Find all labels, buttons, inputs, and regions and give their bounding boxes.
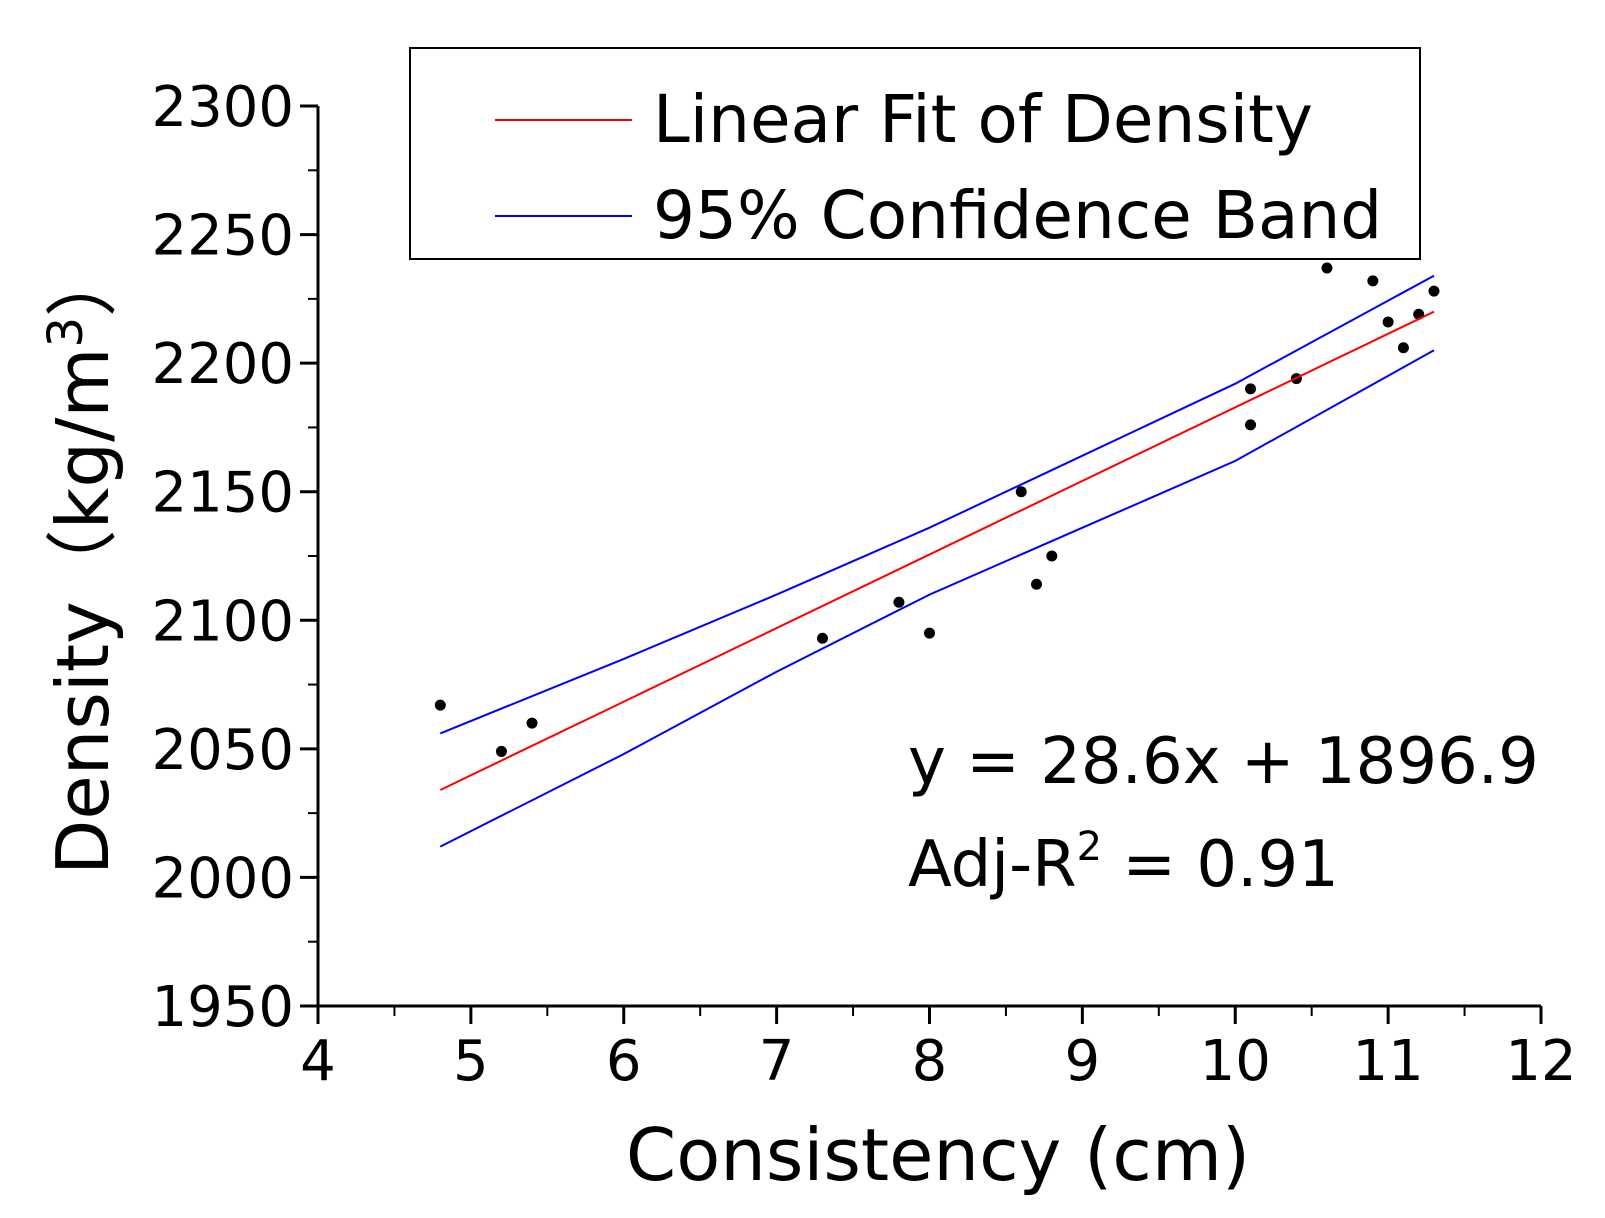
legend-label-confidence-band: 95% Confidence Band xyxy=(653,177,1382,254)
legend: Linear Fit of Density 95% Confidence Ban… xyxy=(409,47,1421,260)
y-tick-label: 2100 xyxy=(151,589,294,654)
data-point xyxy=(526,717,538,729)
data-point xyxy=(924,627,935,639)
y-tick-label: 2150 xyxy=(151,461,294,526)
y-axis-title-sup: 3 xyxy=(38,317,94,348)
data-point xyxy=(1015,486,1027,498)
y-tick-label: 2250 xyxy=(151,204,294,269)
x-tick-label: 11 xyxy=(1352,1029,1423,1094)
series-layer xyxy=(434,262,1440,848)
legend-box xyxy=(409,47,1421,260)
confidence-band-line xyxy=(439,274,1435,735)
data-point xyxy=(816,632,828,644)
x-axis-title: Consistency (cm) xyxy=(626,1113,1250,1197)
data-point xyxy=(1428,285,1440,297)
minor-ticks xyxy=(308,169,1466,1016)
r2-suffix: = 0.91 xyxy=(1102,828,1339,902)
r2-sup: 2 xyxy=(1077,824,1102,870)
y-axis-title: Density（kg/m3） xyxy=(38,245,125,875)
data-point xyxy=(1321,262,1333,274)
data-point xyxy=(1046,550,1058,562)
x-tick-label: 4 xyxy=(300,1029,336,1094)
y-tick-label: 2300 xyxy=(151,75,294,140)
y-axis-title-main: Density（kg/m xyxy=(41,348,125,876)
x-tick-label: 7 xyxy=(759,1029,795,1094)
r2-annotation: Adj-R2 = 0.91 xyxy=(908,824,1339,902)
y-tick-label: 2200 xyxy=(151,332,294,397)
x-tick-label: 12 xyxy=(1505,1029,1576,1094)
data-point xyxy=(1367,275,1379,287)
r2-prefix: Adj-R xyxy=(908,828,1077,902)
data-point xyxy=(1382,316,1394,328)
y-axis-title-close: ） xyxy=(41,245,125,317)
major-ticks xyxy=(300,104,1543,1024)
confidence-band-line xyxy=(439,349,1435,848)
data-point xyxy=(434,699,446,711)
data-point xyxy=(1031,578,1043,590)
y-tick-label: 1950 xyxy=(151,975,294,1040)
data-point xyxy=(1245,419,1257,431)
data-point xyxy=(893,596,905,608)
equation-annotation: y = 28.6x + 1896.9 xyxy=(908,725,1539,799)
x-tick-label: 9 xyxy=(1065,1029,1101,1094)
tick-labels: 4 5 6 7 8 9 10 11 12 1950 2000 2050 2100 2150 2200 2250… xyxy=(151,75,1576,1094)
x-tick-label: 8 xyxy=(912,1029,948,1094)
legend-label-linear-fit: Linear Fit of Density xyxy=(653,81,1313,158)
x-tick-label: 10 xyxy=(1200,1029,1271,1094)
data-point xyxy=(1397,342,1409,354)
x-tick-label: 6 xyxy=(606,1029,642,1094)
x-tick-label: 5 xyxy=(453,1029,489,1094)
data-point xyxy=(495,745,507,757)
linear-fit-line xyxy=(439,310,1435,791)
y-tick-label: 2050 xyxy=(151,718,294,783)
data-point xyxy=(1245,383,1257,395)
y-tick-label: 2000 xyxy=(151,846,294,911)
